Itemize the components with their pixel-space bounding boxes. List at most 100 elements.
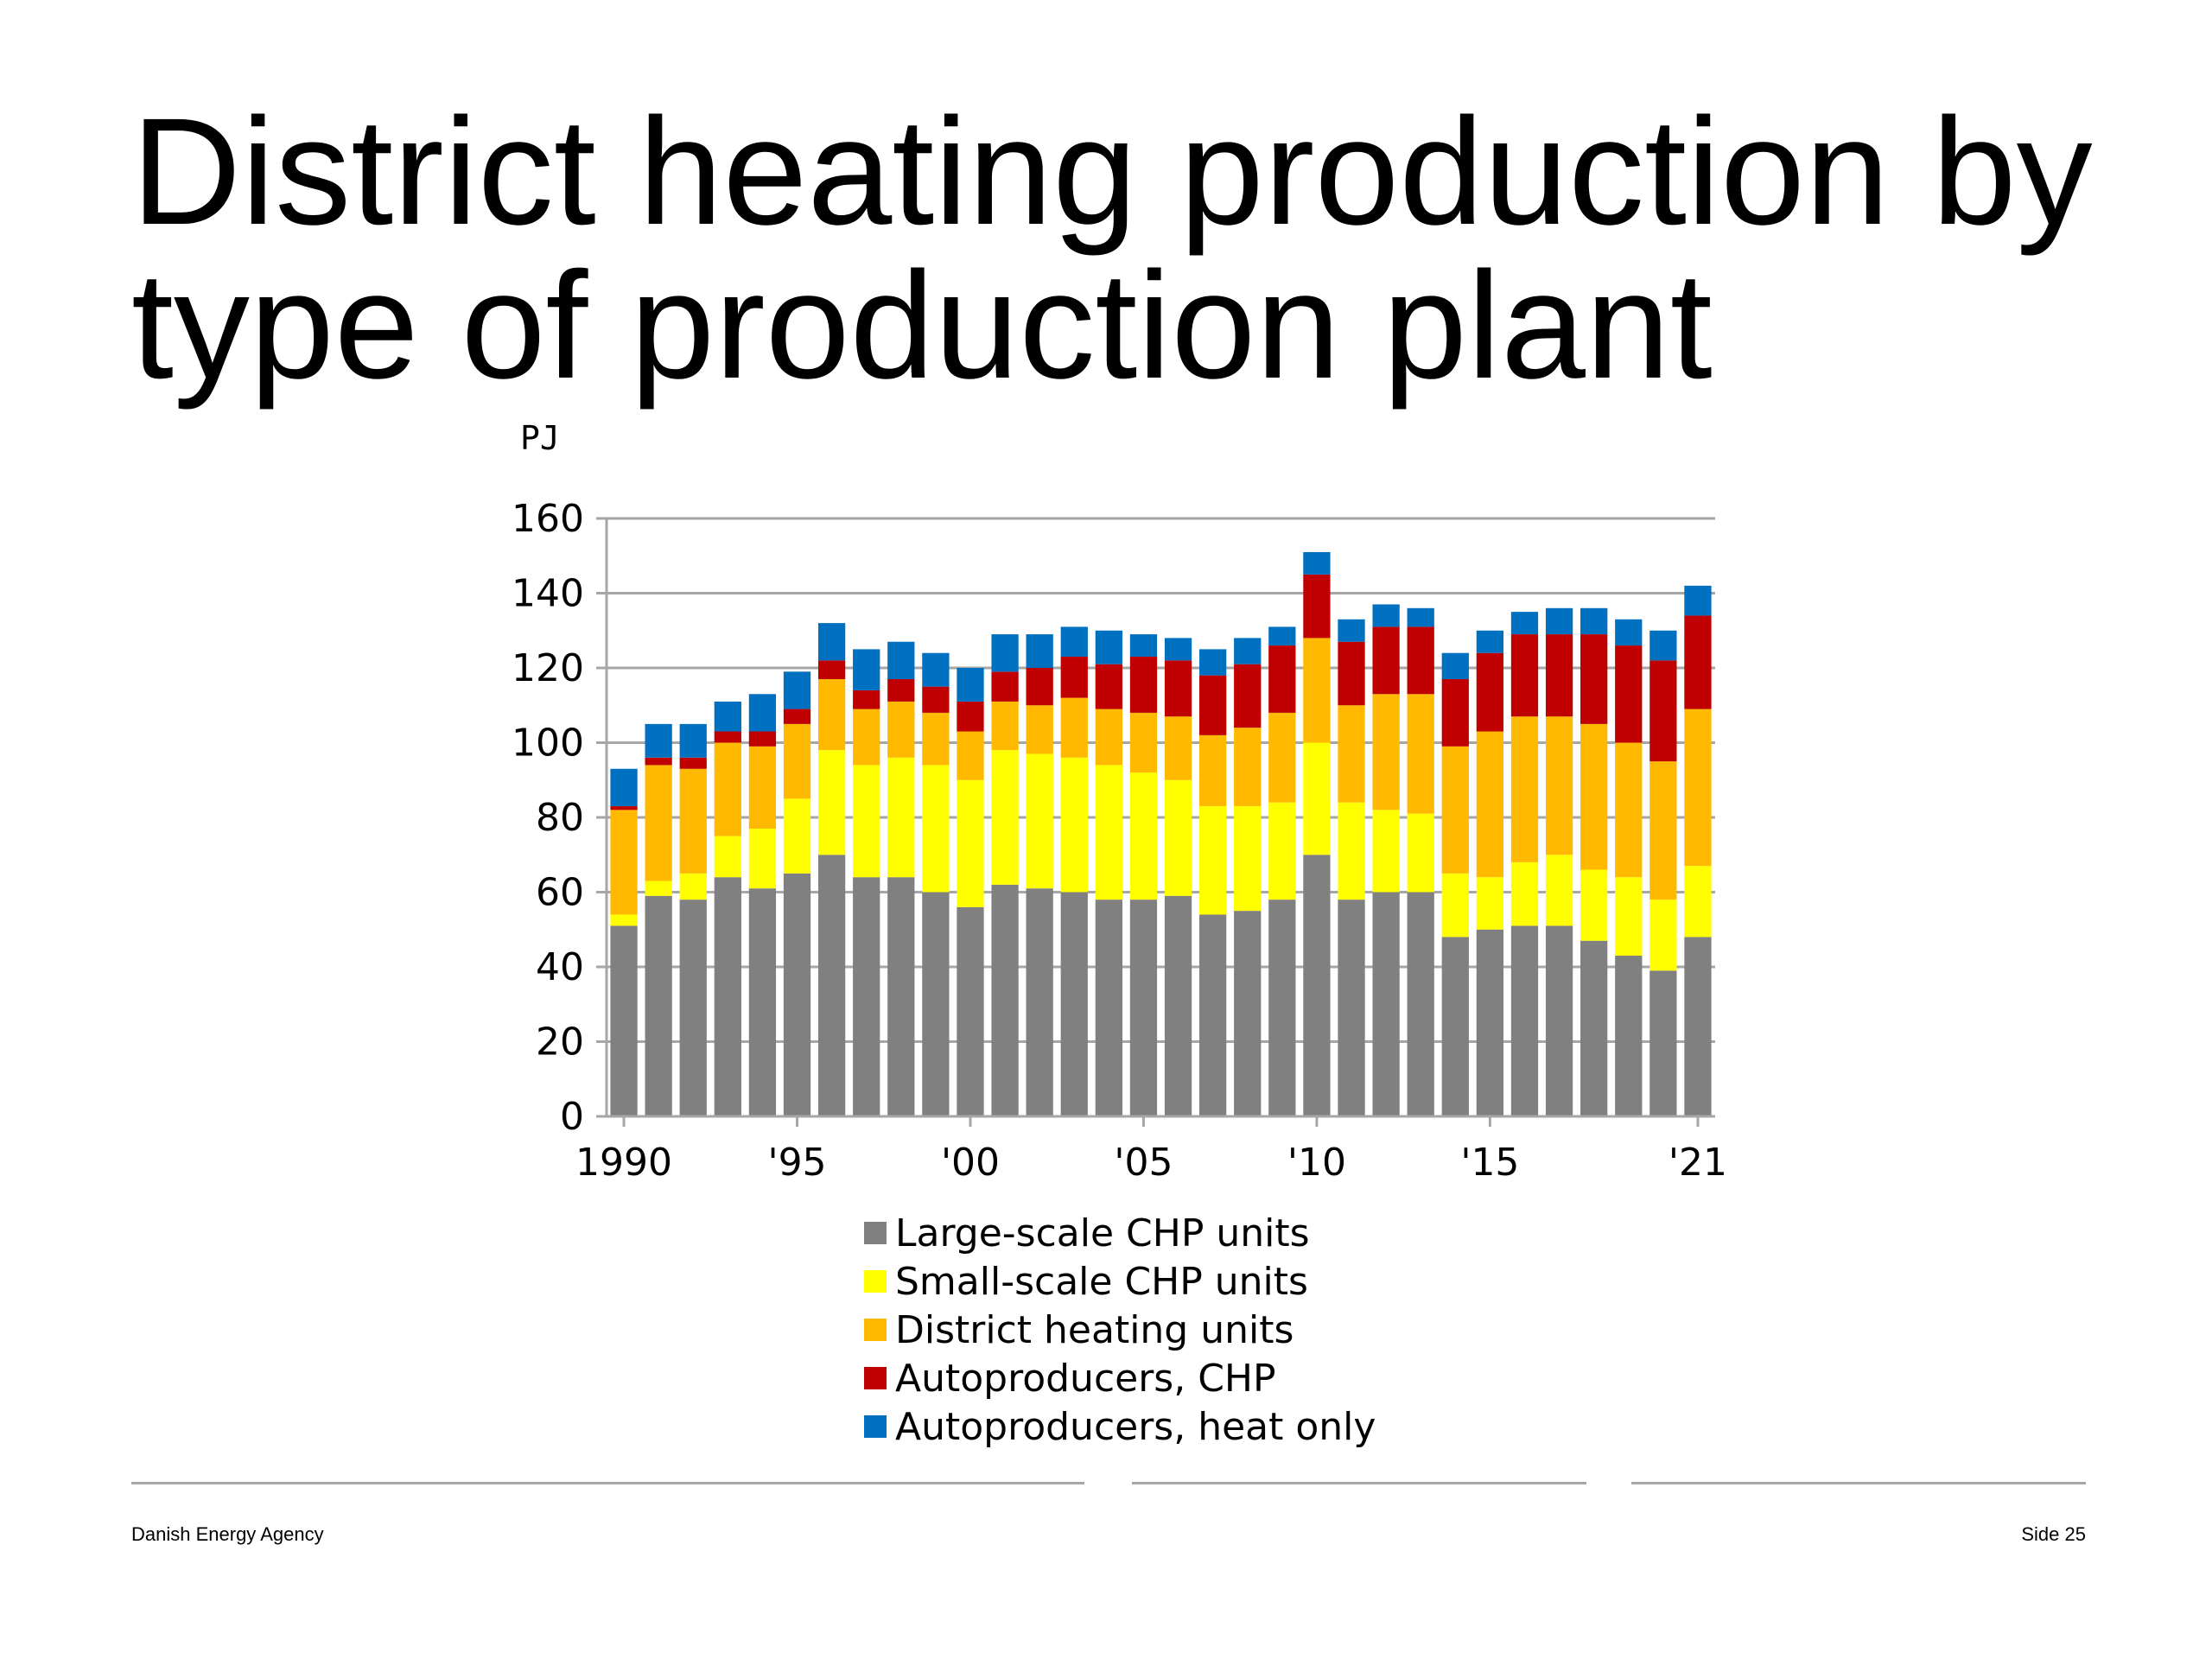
bar-segment	[1441, 873, 1469, 938]
bar-segment	[1649, 970, 1677, 1116]
bar-segment	[783, 798, 811, 874]
bar-segment	[887, 641, 915, 679]
bar-segment	[1545, 855, 1573, 926]
bar-segment	[817, 750, 846, 855]
legend: Large-scale CHP units Small-scale CHP uni…	[864, 1211, 1376, 1449]
bar-segment	[1684, 866, 1712, 938]
bar-segment	[1580, 723, 1608, 870]
x-tick-label: '21	[1669, 1141, 1727, 1185]
y-tick-label: 100	[512, 721, 584, 766]
bar-segment	[1303, 574, 1331, 639]
bar-segment	[1545, 716, 1573, 855]
y-axis-ticks: 0 20 40 60 80 100 120 140 160	[512, 497, 607, 1139]
x-tick-label: 1990	[575, 1141, 672, 1185]
bar-segment	[1684, 615, 1712, 709]
bar-segment	[1164, 660, 1192, 717]
bar-segment	[853, 877, 880, 1116]
bar-segment	[1649, 761, 1677, 900]
bar-segment	[1268, 802, 1296, 900]
bar-segment	[783, 709, 811, 724]
bar-segment	[1407, 626, 1434, 695]
bar-segment	[1545, 634, 1573, 717]
footer-divider-right	[1631, 1482, 2086, 1484]
bar-segment	[1372, 604, 1400, 627]
bar-segment	[1095, 899, 1122, 1116]
bar-segment	[1441, 746, 1469, 874]
bar-segment	[1407, 607, 1434, 627]
bar-segment	[1338, 899, 1365, 1116]
bar-segment	[1510, 634, 1539, 717]
bar-segment	[887, 877, 915, 1116]
bar-segment	[957, 701, 984, 732]
bar-segment	[1129, 657, 1158, 713]
bar-segment	[1164, 638, 1192, 661]
legend-label: Autoproducers, heat only	[895, 1405, 1376, 1449]
bar-segment	[1649, 630, 1677, 661]
bar-segment	[610, 810, 638, 915]
y-axis-unit-label: PJ	[520, 419, 560, 457]
bar-segment	[748, 731, 777, 747]
bar-segment	[610, 914, 638, 926]
y-tick-label: 80	[536, 796, 584, 840]
bar-segment	[1303, 742, 1331, 855]
bar-segment	[679, 873, 707, 900]
bar-segment	[748, 828, 777, 889]
bar-segment	[1649, 660, 1677, 762]
bar-segment	[1580, 940, 1608, 1116]
bar-segment	[679, 757, 707, 769]
bar-segment	[748, 746, 777, 829]
bar-segment	[1060, 657, 1088, 698]
bar-segment	[817, 678, 846, 751]
bar-segment	[1615, 645, 1643, 743]
bar-segment	[714, 742, 741, 836]
x-tick-label: '05	[1114, 1141, 1173, 1185]
legend-label: Autoproducers, CHP	[895, 1357, 1276, 1401]
bar-segment	[783, 723, 811, 799]
bar-segment	[645, 880, 672, 896]
bar-segment	[714, 701, 741, 732]
bar-segment	[887, 678, 915, 702]
bar-segment	[1164, 895, 1192, 1116]
bar-segment	[714, 877, 741, 1116]
bar-segment	[1095, 664, 1122, 709]
legend-swatch	[864, 1319, 887, 1341]
bar-segment	[1407, 694, 1434, 814]
x-tick-label: '15	[1460, 1141, 1519, 1185]
bar-segment	[679, 723, 707, 758]
bar-segment	[1026, 888, 1053, 1116]
footer-page-number: Side 25	[2021, 1523, 2086, 1545]
footer-divider-left	[131, 1482, 1084, 1484]
bar-segment	[922, 712, 950, 766]
x-tick-label: '95	[767, 1141, 826, 1185]
bar-segment	[991, 701, 1019, 751]
bar-segment	[645, 723, 672, 758]
legend-swatch	[864, 1367, 887, 1389]
bar-segment	[1060, 892, 1088, 1116]
bar-segment	[1476, 929, 1504, 1116]
bar-segment	[991, 634, 1019, 672]
bar-segment	[679, 768, 707, 874]
y-tick-label: 0	[560, 1095, 584, 1139]
bar-segment	[1372, 626, 1400, 695]
x-tick-label: '00	[941, 1141, 1000, 1185]
bar-segment	[1441, 652, 1469, 679]
bar-segment	[714, 836, 741, 878]
bar-segment	[748, 694, 777, 732]
bar-segment	[1510, 925, 1539, 1116]
bar-segment	[645, 757, 672, 766]
bar-segment	[853, 765, 880, 878]
x-tick-label: '10	[1287, 1141, 1346, 1185]
bar-segment	[1649, 899, 1677, 971]
y-tick-label: 120	[512, 646, 584, 690]
bar-segment	[1338, 705, 1365, 803]
bar-segment	[1095, 765, 1122, 900]
bar-segment	[1164, 716, 1192, 780]
bar-segment	[1303, 551, 1331, 575]
bar-segment	[1095, 630, 1122, 664]
bar-segment	[957, 779, 984, 907]
legend-swatch	[864, 1222, 887, 1244]
bar-segment	[1060, 626, 1088, 658]
bar-segment	[1234, 638, 1262, 664]
bar-segment	[1372, 694, 1400, 810]
slide-title: District heating production by type of p…	[131, 87, 2093, 410]
